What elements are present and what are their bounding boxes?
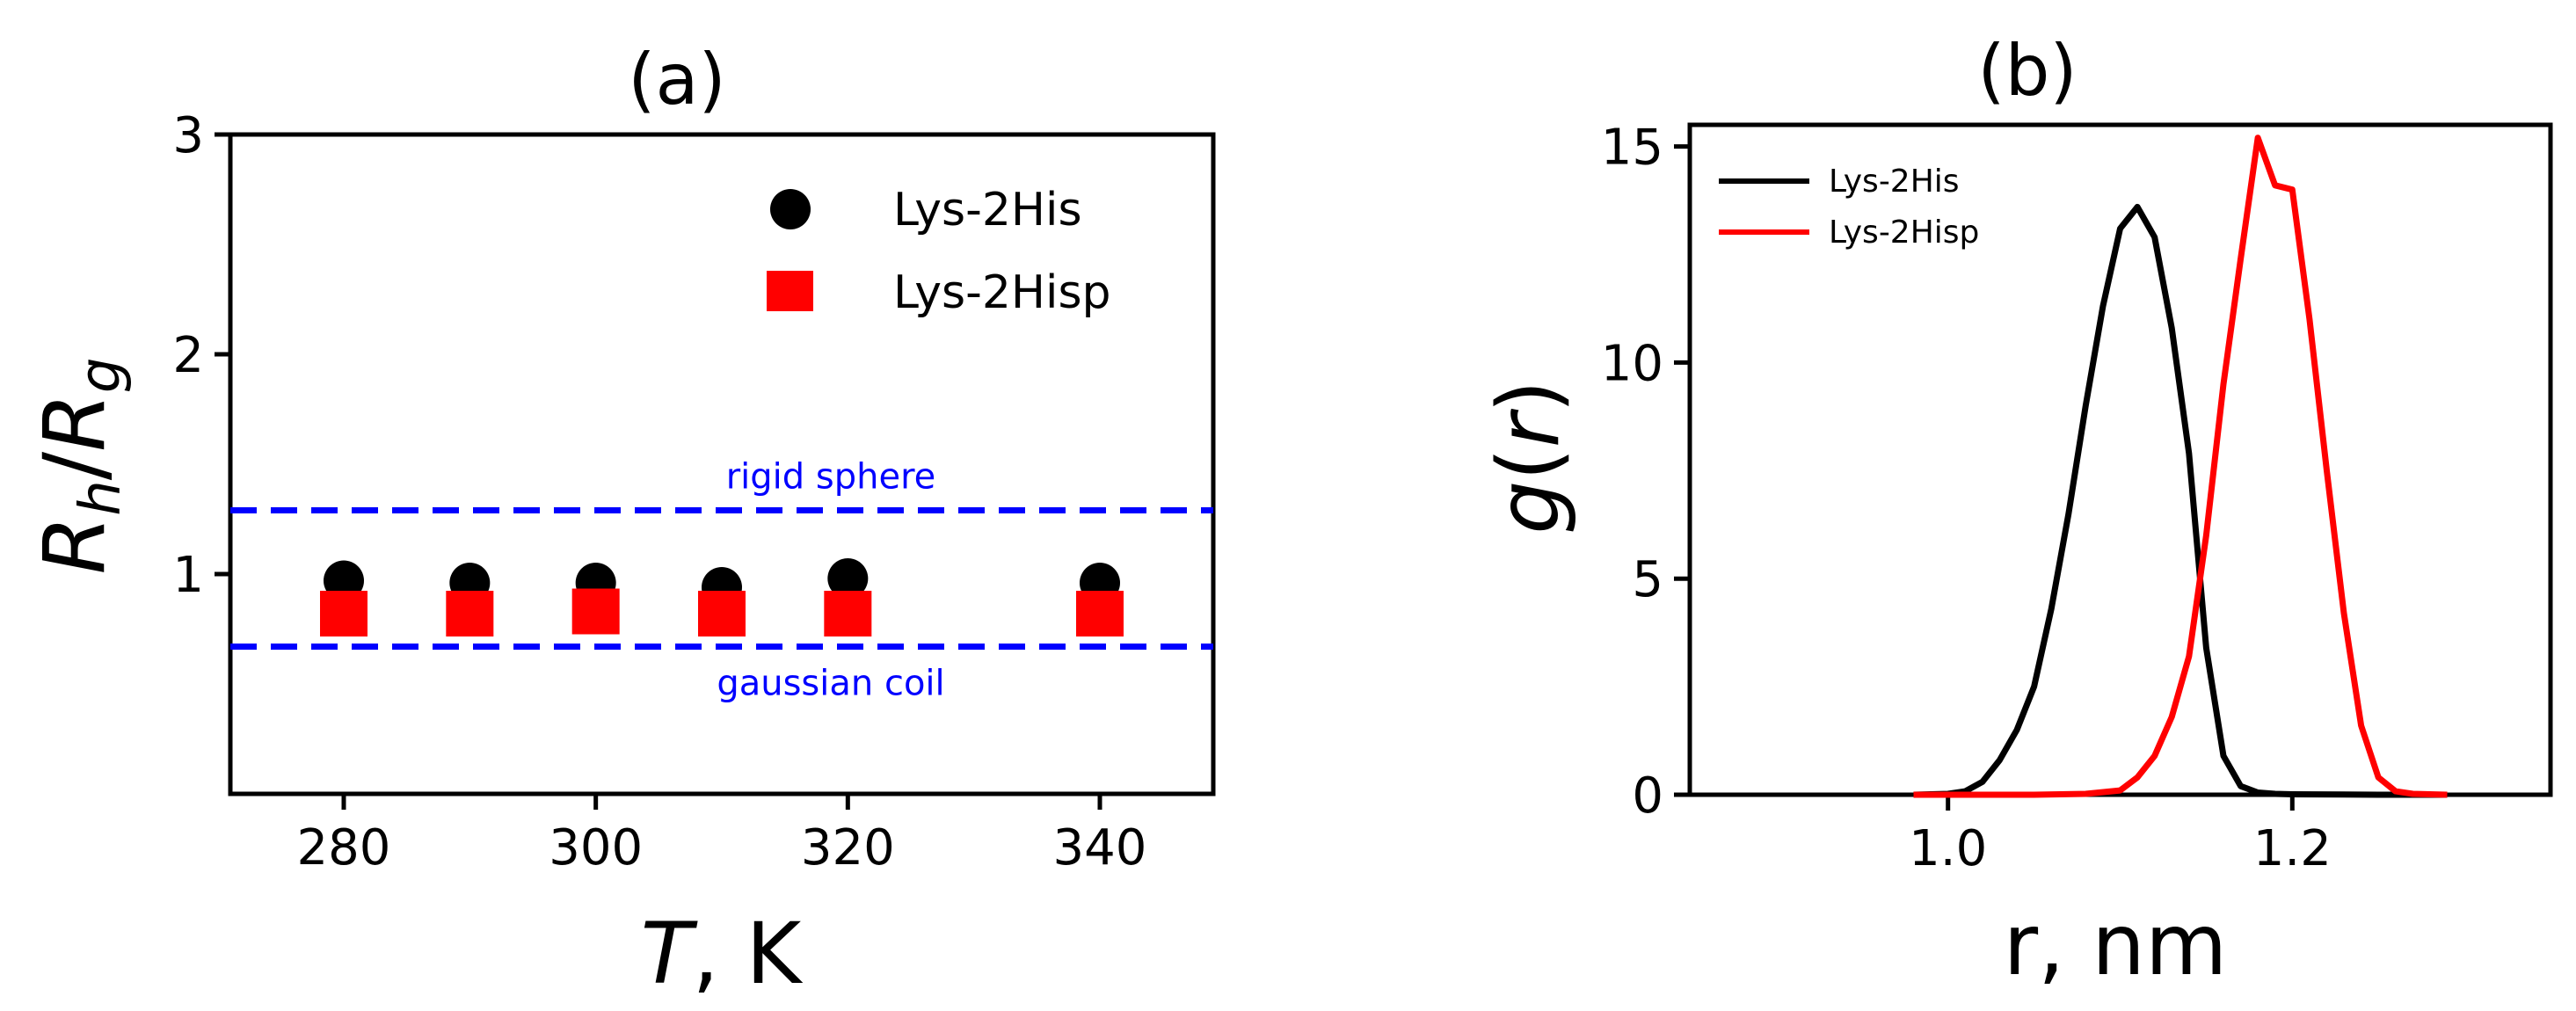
panel-a-y-axis-label: Rh/Rg <box>25 358 134 575</box>
panel-a-axes-frame <box>228 132 1216 796</box>
legend-label-lys-2his: Lys-2His <box>893 184 1082 236</box>
point-lys-2hisp <box>446 591 494 636</box>
x-tick-label: 320 <box>801 819 895 876</box>
x-tick-label: 300 <box>549 819 643 876</box>
legend-label-lys-2hisp: Lys-2Hisp <box>1829 215 1979 251</box>
panel-b-x-axis-label: r, nm <box>2004 896 2228 994</box>
legend-marker-lys-2hisp <box>767 271 813 311</box>
y-tick-label: 1 <box>172 547 204 604</box>
annotation-rigid-sphere: rigid sphere <box>726 457 936 498</box>
panel-a: (a) 280 300 320 340 1 2 3 rigid sphere gaussia… <box>25 39 1216 1003</box>
panel-b-title: (b) <box>1977 30 2077 112</box>
panel-b-y-axis-label: g(r) <box>1480 380 1578 534</box>
point-lys-2hisp <box>571 588 620 635</box>
y-tick-label: 3 <box>172 107 204 164</box>
point-lys-2hisp <box>698 591 746 636</box>
point-lys-2hisp <box>1076 591 1124 636</box>
legend-label-lys-2hisp: Lys-2Hisp <box>893 266 1111 319</box>
series-line-lys-2his <box>1913 203 2448 798</box>
legend-label-lys-2his: Lys-2His <box>1829 164 1960 200</box>
panel-b-x-ticks: 1.0 1.2 <box>1909 795 2332 877</box>
y-tick-label: 15 <box>1601 120 1663 177</box>
panel-a-legend: Lys-2His Lys-2Hisp <box>767 184 1111 319</box>
panel-a-y-ticks: 1 2 3 <box>172 107 230 604</box>
x-tick-label: 280 <box>297 819 391 876</box>
annotation-gaussian-coil: gaussian coil <box>717 664 944 704</box>
point-lys-2hisp <box>320 591 367 636</box>
x-tick-label: 340 <box>1053 819 1147 876</box>
y-tick-label: 10 <box>1601 335 1663 392</box>
point-lys-2hisp <box>824 591 872 636</box>
point-lys-2his <box>827 558 869 599</box>
panel-a-x-ticks: 280 300 320 340 <box>297 794 1147 876</box>
series-line-lys-2hisp <box>1913 135 2448 798</box>
x-tick-label: 1.2 <box>2253 820 2332 877</box>
y-tick-label: 2 <box>172 327 204 384</box>
panel-b-axes-frame <box>1687 122 2553 797</box>
panel-a-reference-lines: rigid sphere gaussian coil <box>230 457 1213 704</box>
panel-a-points <box>320 558 1124 636</box>
panel-b-y-ticks: 0 5 10 15 <box>1601 120 1690 825</box>
panel-b-lines <box>1913 135 2448 798</box>
y-tick-label: 5 <box>1632 551 1663 608</box>
y-tick-label: 0 <box>1632 767 1663 825</box>
panel-b-legend: Lys-2His Lys-2Hisp <box>1719 164 1979 251</box>
panel-a-x-axis-label: T, K <box>641 905 804 1003</box>
panel-a-title: (a) <box>628 39 725 120</box>
x-tick-label: 1.0 <box>1909 820 1987 877</box>
legend-marker-lys-2his <box>770 189 811 229</box>
panel-b: (b) 1.0 1.2 0 5 10 15 Lys-2His Lys-2Hisp r, … <box>1480 30 2553 994</box>
